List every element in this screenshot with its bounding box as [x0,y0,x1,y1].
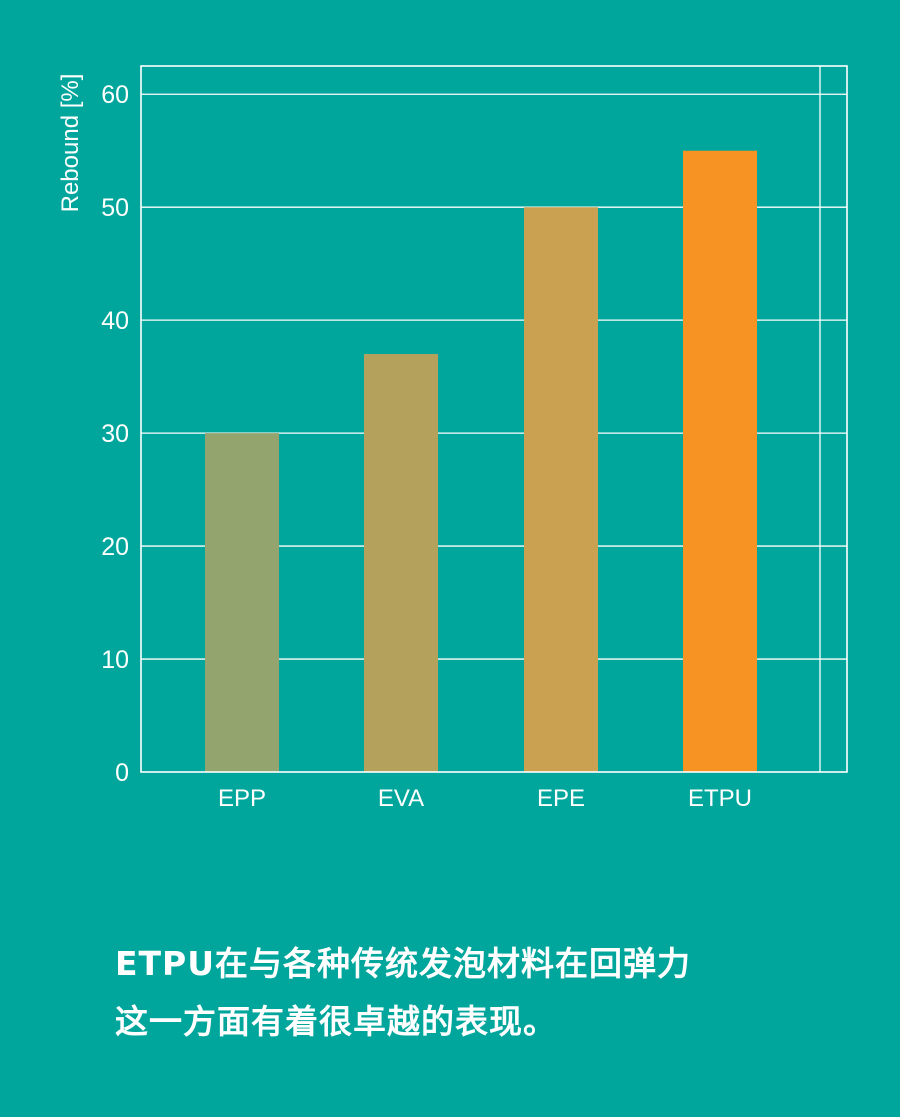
y-tick-label: 10 [101,646,129,674]
y-axis-label: Rebound [%] [57,74,84,213]
bar-epe [524,207,598,772]
y-tick-label: 30 [101,420,129,448]
bar-eva [364,354,438,772]
y-tick-label: 20 [101,533,129,561]
caption: ETPU在与各种传统发泡材料在回弹力 这一方面有着很卓越的表现。 [115,935,855,1051]
y-tick-label: 40 [101,307,129,335]
rebound-bar-chart: 0 10 20 30 40 50 60 EPP EVA EPE ETPU Rebound [%] [57,65,848,812]
x-tick-label: ETPU [688,785,752,812]
y-tick-label: 0 [115,759,129,787]
y-tick-label: 50 [101,194,129,222]
plot-border [140,65,848,773]
chart-bars [205,150,757,773]
x-tick-label: EPE [537,785,585,812]
bar-etpu [683,150,757,773]
chart-frame [140,65,848,773]
caption-line-2: 这一方面有着很卓越的表现。 [115,1002,557,1041]
x-tick-label: EVA [378,785,424,812]
caption-line-1: ETPU在与各种传统发泡材料在回弹力 [115,944,692,983]
y-tick-labels: 0 10 20 30 40 50 60 [101,81,129,787]
bar-epp [205,433,279,772]
x-tick-labels: EPP EVA EPE ETPU [218,785,752,812]
x-tick-label: EPP [218,785,266,812]
y-tick-label: 60 [101,81,129,109]
